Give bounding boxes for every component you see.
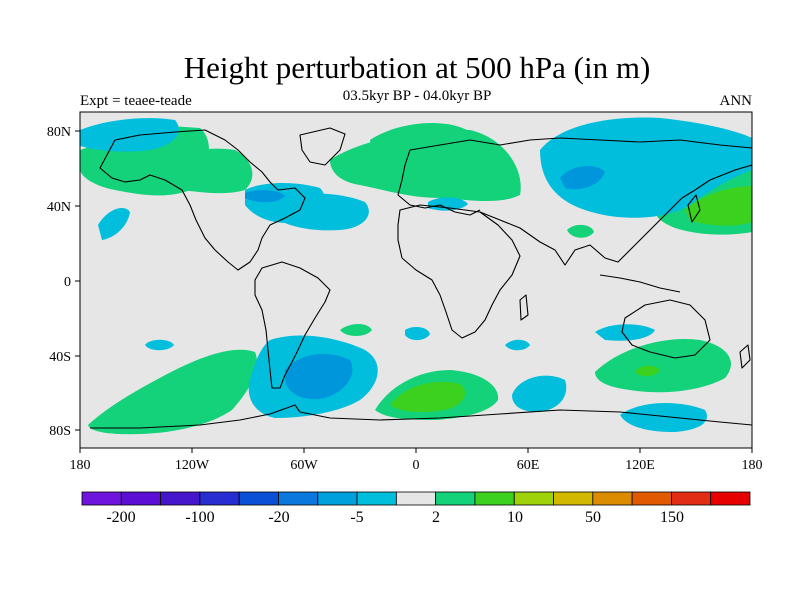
lon-label-120e: 120E	[625, 458, 655, 473]
colorbar-swatch	[671, 491, 712, 506]
colorbar-swatch	[199, 491, 240, 506]
contour-siberia-core	[560, 166, 605, 190]
contour-north-atlantic-core	[245, 190, 285, 203]
map-subtitle: 03.5kyr BP - 04.0kyr BP	[342, 88, 492, 104]
longitude-ticks	[79, 448, 753, 453]
contour-central-asia-small	[567, 224, 594, 238]
lon-label-0: 0	[413, 458, 420, 473]
colorbar-swatch	[356, 491, 397, 506]
contour-antarctic-east	[620, 403, 707, 432]
lon-label-60e: 60E	[517, 458, 540, 473]
colorbar-label: 10	[507, 509, 523, 526]
coastline-south-america	[254, 261, 331, 389]
colorbar-swatch	[474, 491, 515, 506]
lat-label-40n: 40N	[47, 200, 71, 215]
contour-alaska-arctic	[80, 118, 179, 152]
colorbar-swatch	[278, 491, 319, 506]
contour-south-america-core	[285, 354, 353, 400]
contour-south-atlantic-patch	[340, 324, 372, 336]
colorbar-swatch	[317, 491, 358, 506]
contour-south-pacific	[88, 349, 258, 435]
colorbar-swatch	[81, 491, 122, 506]
colorbar-label: 2	[432, 509, 440, 526]
coastline-madagascar	[519, 294, 529, 321]
colorbar-swatch	[160, 491, 201, 506]
experiment-label: Expt = teaee-teade	[80, 93, 192, 109]
contour-south-atlantic-core	[390, 381, 465, 413]
season-label: ANN	[719, 93, 753, 109]
colorbar-label: -200	[106, 509, 135, 526]
contour-west-pacific-core	[685, 186, 752, 226]
colorbar-swatch	[238, 491, 279, 506]
contour-north-atlantic-europe	[150, 148, 253, 194]
coastline-antarctica	[90, 404, 752, 429]
lon-label-120w: 120W	[175, 458, 210, 473]
contour-weddell-small	[405, 326, 430, 341]
colorbar-swatch	[592, 491, 633, 506]
contour-north-atlantic	[270, 193, 369, 231]
contour-southern-ocean-mid	[512, 375, 567, 412]
lat-label-80n: 80N	[47, 125, 71, 140]
colorbar	[81, 491, 751, 506]
contour-south-indian-small	[505, 339, 530, 351]
lat-label-40s: 40S	[49, 350, 71, 365]
coastline-europe	[397, 149, 481, 216]
latitude-ticks	[75, 130, 80, 431]
colorbar-label: -5	[350, 509, 363, 526]
coastline-japan	[687, 194, 701, 223]
colorbar-swatch	[395, 491, 437, 506]
coastline-new-zealand	[739, 344, 751, 369]
map-title: Height perturbation at 500 hPa (in m)	[183, 50, 651, 85]
contour-south-indian-band	[595, 324, 655, 341]
colorbar-swatch	[120, 491, 161, 506]
colorbar-label: -100	[185, 509, 214, 526]
colorbar-swatch	[710, 491, 751, 506]
lon-label-60w: 60W	[290, 458, 318, 473]
contour-east-pacific-small	[98, 208, 130, 240]
colorbar-swatch	[435, 491, 476, 506]
coastline-australia	[621, 299, 711, 359]
lat-label-80s: 80S	[49, 424, 71, 439]
coastline-africa	[397, 204, 521, 339]
colorbar-label: -20	[268, 509, 289, 526]
lon-label-180-west: 180	[70, 458, 91, 473]
colorbar-label: 50	[585, 509, 601, 526]
coastline-maritime-se-asia	[599, 274, 681, 293]
colorbar-label: 150	[660, 509, 684, 526]
coastline-north-america	[99, 129, 306, 271]
coastline-greenland	[299, 127, 346, 166]
colorbar-swatch	[631, 491, 672, 506]
colorbar-swatch	[513, 491, 554, 506]
coastlines	[90, 127, 752, 429]
contour-south-pacific-small	[145, 339, 174, 351]
lat-label-equator: 0	[64, 275, 71, 290]
contour-south-indian-core	[635, 365, 660, 377]
coastline-eurasia-north	[409, 137, 752, 151]
contour-fields	[80, 117, 752, 435]
colorbar-swatch	[553, 491, 594, 506]
lon-label-180-east: 180	[742, 458, 763, 473]
coastline-asia-south	[479, 164, 752, 266]
contour-arctic-north	[370, 122, 470, 162]
